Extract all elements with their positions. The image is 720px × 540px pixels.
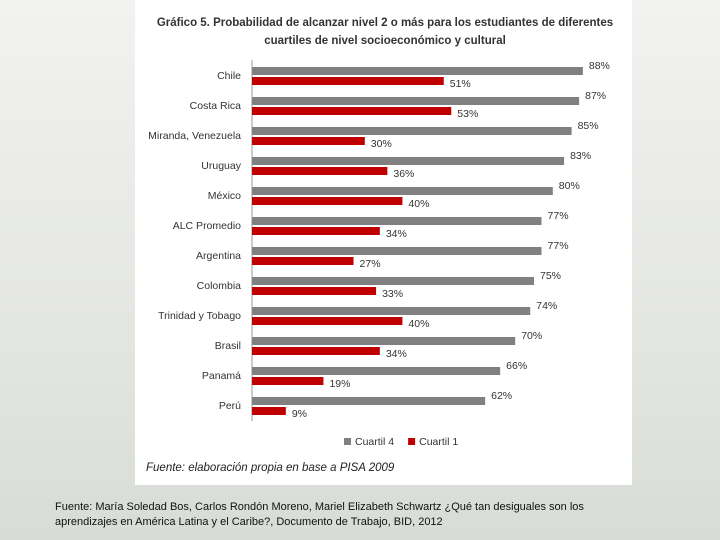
bar	[252, 127, 572, 135]
legend-label: Cuartil 4	[355, 436, 394, 448]
value-label: 75%	[540, 270, 561, 282]
category-label: México	[208, 190, 241, 202]
chart-title: Gráfico 5. Probabilidad de alcanzar nive…	[156, 17, 614, 47]
category-label: Trinidad y Tobago	[158, 310, 241, 322]
value-label: 77%	[548, 240, 569, 252]
bar	[252, 277, 534, 285]
value-label: 51%	[450, 78, 471, 90]
category-label: Miranda, Venezuela	[148, 130, 241, 142]
value-label: 83%	[570, 150, 591, 162]
category-label: Panamá	[202, 370, 241, 382]
value-label: 40%	[408, 318, 429, 330]
value-label: 87%	[585, 90, 606, 102]
category-label: Chile	[217, 70, 241, 82]
category-label: Uruguay	[201, 160, 241, 172]
bar	[252, 257, 354, 265]
bar	[252, 287, 377, 295]
bar	[252, 167, 388, 175]
value-label: 30%	[371, 138, 392, 150]
category-label: Colombia	[197, 280, 242, 292]
bar	[252, 197, 403, 205]
legend-label: Cuartil 1	[419, 436, 458, 448]
value-label: 77%	[548, 210, 569, 222]
bar	[252, 377, 324, 385]
value-label: 62%	[491, 390, 512, 402]
bar	[252, 217, 542, 225]
bar	[252, 337, 516, 345]
bar	[252, 97, 580, 105]
chart-note: Fuente: elaboración propia en base a PIS…	[146, 462, 395, 474]
bar	[252, 67, 583, 75]
value-label: 36%	[393, 168, 414, 180]
bar	[252, 307, 531, 315]
value-label: 74%	[536, 300, 557, 312]
legend-swatch	[408, 438, 416, 445]
value-label: 70%	[521, 330, 542, 342]
value-label: 88%	[589, 60, 610, 72]
category-label: Brasil	[215, 340, 241, 352]
bar	[252, 137, 365, 145]
bar	[252, 347, 380, 355]
bar	[252, 407, 286, 415]
value-label: 19%	[329, 378, 350, 390]
value-label: 34%	[386, 228, 407, 240]
bar	[252, 77, 444, 85]
value-label: 27%	[360, 258, 381, 270]
bar	[252, 107, 452, 115]
category-label: Costa Rica	[190, 100, 242, 112]
value-label: 33%	[382, 288, 403, 300]
bar	[252, 157, 565, 165]
category-label: Perú	[219, 400, 241, 412]
footer: Fuente: María Soledad Bos, Carlos Rondón…	[55, 501, 584, 528]
bar	[252, 247, 542, 255]
value-label: 80%	[559, 180, 580, 192]
value-label: 85%	[578, 120, 599, 132]
category-label: ALC Promedio	[173, 220, 241, 232]
bar	[252, 227, 380, 235]
bar	[252, 317, 403, 325]
bar	[252, 187, 553, 195]
value-label: 34%	[386, 348, 407, 360]
value-label: 53%	[457, 108, 478, 120]
value-label: 9%	[292, 408, 307, 420]
category-label: Argentina	[196, 250, 241, 262]
value-label: 40%	[408, 198, 429, 210]
value-label: 66%	[506, 360, 527, 372]
legend-swatch	[344, 438, 351, 445]
bar	[252, 397, 486, 405]
bar	[252, 367, 501, 375]
